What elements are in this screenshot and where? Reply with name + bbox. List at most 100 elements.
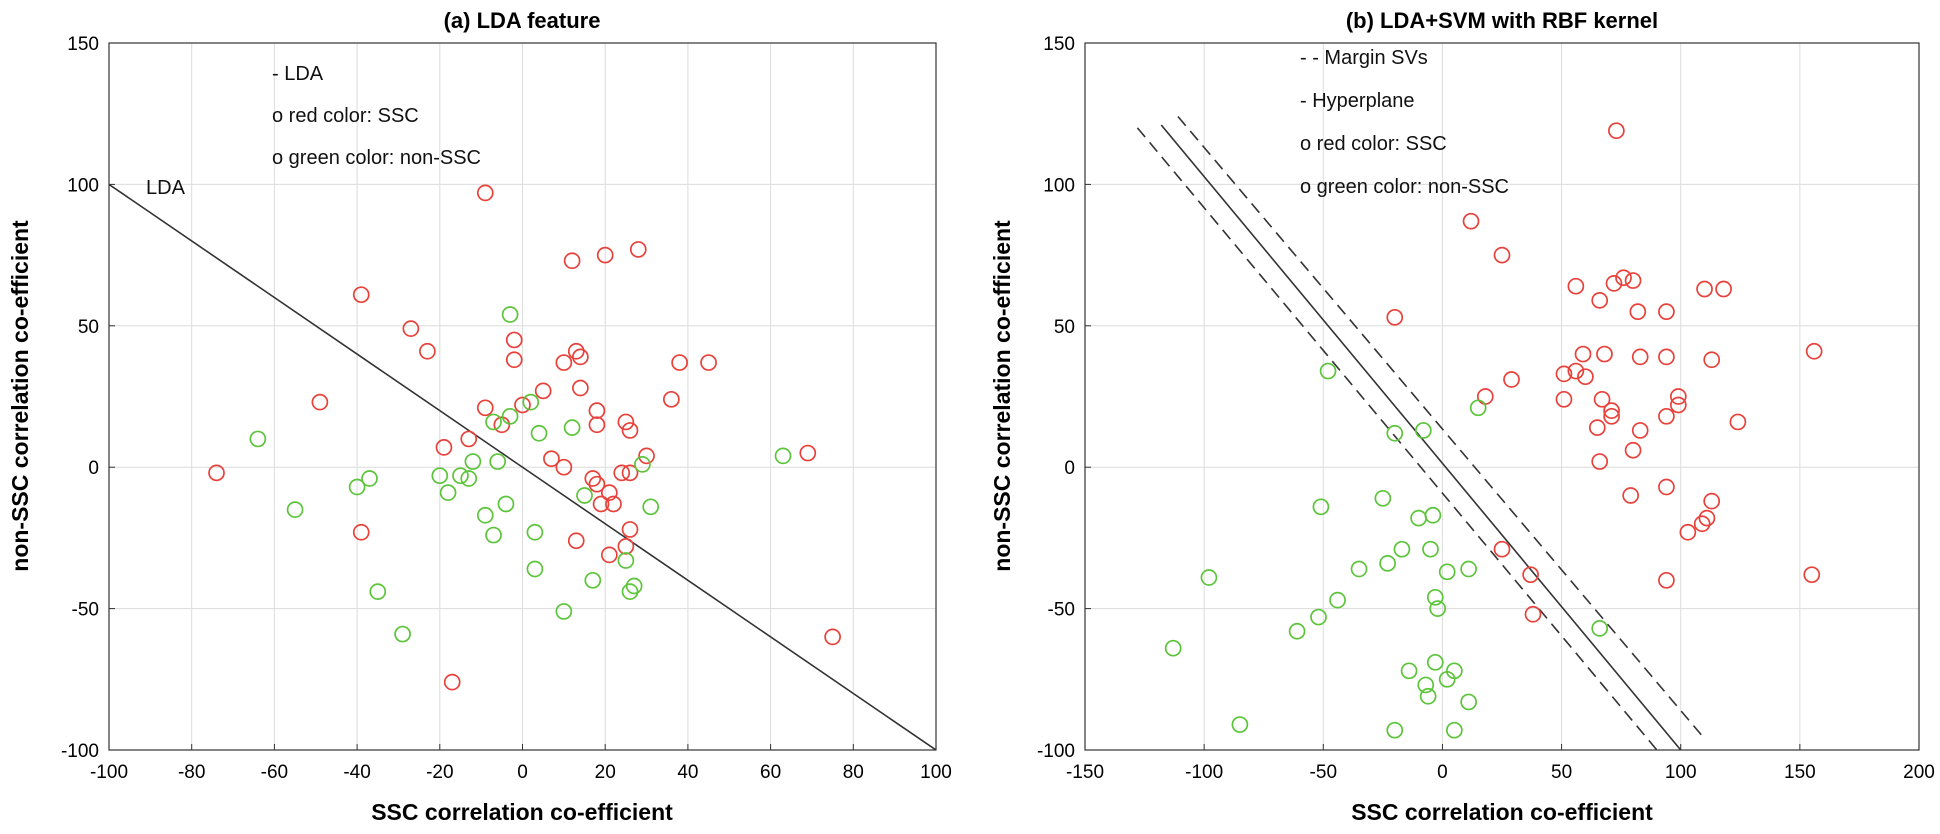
ssc-point: [588, 475, 606, 493]
non-ssc-point: [1164, 639, 1182, 657]
ssc-point: [596, 246, 614, 264]
y-tick-label: 50: [78, 317, 99, 338]
ssc-point: [505, 351, 523, 369]
non-ssc-point: [394, 625, 411, 643]
non-ssc-point: [526, 560, 544, 578]
non-ssc-point: [634, 456, 651, 473]
non-ssc-point: [1417, 676, 1435, 694]
ssc-point: [1658, 348, 1675, 366]
non-ssc-point: [361, 470, 378, 487]
ssc-point: [514, 396, 531, 414]
ssc-point: [476, 399, 494, 417]
ssc-point: [824, 628, 841, 646]
non-ssc-point: [286, 501, 304, 518]
non-ssc-point: [1288, 622, 1306, 640]
non-ssc-point: [621, 583, 639, 600]
x-tick-label: -100: [1185, 762, 1223, 783]
non-ssc-point: [501, 407, 519, 425]
non-ssc-point: [1386, 424, 1404, 442]
ssc-point: [621, 521, 639, 538]
non-ssc-point: [476, 506, 494, 524]
non-ssc-point: [1426, 653, 1444, 671]
ssc-point: [671, 354, 688, 371]
ssc-point: [567, 342, 585, 360]
non-ssc-point: [464, 453, 482, 470]
ssc-point: [700, 354, 717, 371]
y-tick-label: -50: [1048, 600, 1075, 621]
non-ssc-point: [369, 583, 387, 600]
ssc-point: [1503, 371, 1520, 388]
ssc-point: [311, 393, 329, 411]
non-ssc-point: [1460, 693, 1477, 711]
ssc-point: [572, 348, 589, 366]
lda-line-label: LDA: [146, 177, 186, 199]
x-tick-label: 100: [920, 762, 952, 783]
ssc-point: [1658, 478, 1675, 496]
chart-title: (b) LDA+SVM with RBF kernel: [1346, 8, 1658, 33]
ssc-point: [588, 416, 606, 434]
y-tick-label: -50: [72, 600, 99, 621]
ssc-point: [572, 379, 589, 397]
non-ssc-point: [1426, 588, 1444, 606]
x-axis-label: SSC correlation co-efficient: [371, 799, 673, 825]
non-ssc-point: [563, 419, 581, 436]
ssc-point: [493, 416, 511, 434]
y-tick-label: 50: [1054, 317, 1075, 338]
ssc-point: [543, 450, 560, 468]
x-tick-label: -20: [426, 762, 453, 783]
ssc-point: [1631, 348, 1649, 366]
ssc-point: [1603, 407, 1620, 425]
legend-margin-svs: - - Margin SVs: [1300, 47, 1428, 69]
non-ssc-point: [1445, 662, 1463, 680]
ssc-point: [555, 354, 573, 371]
non-ssc-point: [501, 306, 519, 323]
ssc-point: [1658, 407, 1675, 425]
y-tick-label: 0: [1064, 458, 1075, 479]
non-ssc-point: [1374, 489, 1392, 507]
non-ssc-point: [485, 413, 502, 431]
non-ssc-point: [1310, 608, 1327, 626]
non-ssc-point: [1319, 362, 1337, 380]
ssc-point: [638, 447, 655, 465]
non-ssc-point: [452, 467, 469, 485]
ssc-point: [1805, 342, 1823, 360]
ssc-point: [352, 286, 370, 304]
ssc-point: [443, 673, 461, 691]
non-ssc-point: [1329, 591, 1346, 609]
non-ssc-point: [576, 487, 593, 504]
x-tick-label: -150: [1066, 762, 1104, 783]
ssc-point: [1658, 303, 1675, 321]
ssc-point: [617, 538, 635, 555]
ssc-point: [605, 495, 622, 513]
ssc-point: [1591, 291, 1609, 309]
ssc-point: [1624, 441, 1642, 459]
ssc-point: [1386, 308, 1404, 326]
ssc-point: [402, 320, 420, 337]
ssc-point: [1698, 509, 1716, 527]
ssc-point: [1574, 345, 1592, 363]
ssc-point: [600, 484, 618, 502]
non-ssc-point: [439, 484, 457, 502]
panel-lda-svm: -150 -100 -50 0 50 100 150 200-100-50050100150 …: [989, 8, 1935, 825]
x-tick-label: 200: [1903, 762, 1935, 783]
non-ssc-point: [555, 603, 573, 620]
plot-frame: [1084, 42, 1920, 751]
ssc-point: [1703, 492, 1721, 510]
margin-sv-line: [1136, 127, 1658, 750]
ssc-point: [1524, 605, 1542, 623]
non-ssc-point: [1350, 560, 1368, 578]
ssc-point: [588, 402, 606, 419]
non-ssc-point: [489, 453, 507, 470]
ssc-point: [1493, 540, 1511, 558]
margin-sv-line: [1177, 116, 1706, 740]
non-ssc-point: [1419, 687, 1437, 705]
x-tick-label: 80: [843, 762, 864, 783]
ssc-point: [567, 532, 585, 550]
ssc-point: [563, 252, 581, 270]
x-tick-label: -40: [343, 762, 370, 783]
x-tick-label: 50: [1551, 762, 1572, 783]
legend-nonssc: o green color: non-SSC: [272, 147, 481, 169]
ssc-point: [476, 184, 494, 202]
non-ssc-point: [1393, 540, 1411, 558]
x-tick-label: 60: [760, 762, 781, 783]
